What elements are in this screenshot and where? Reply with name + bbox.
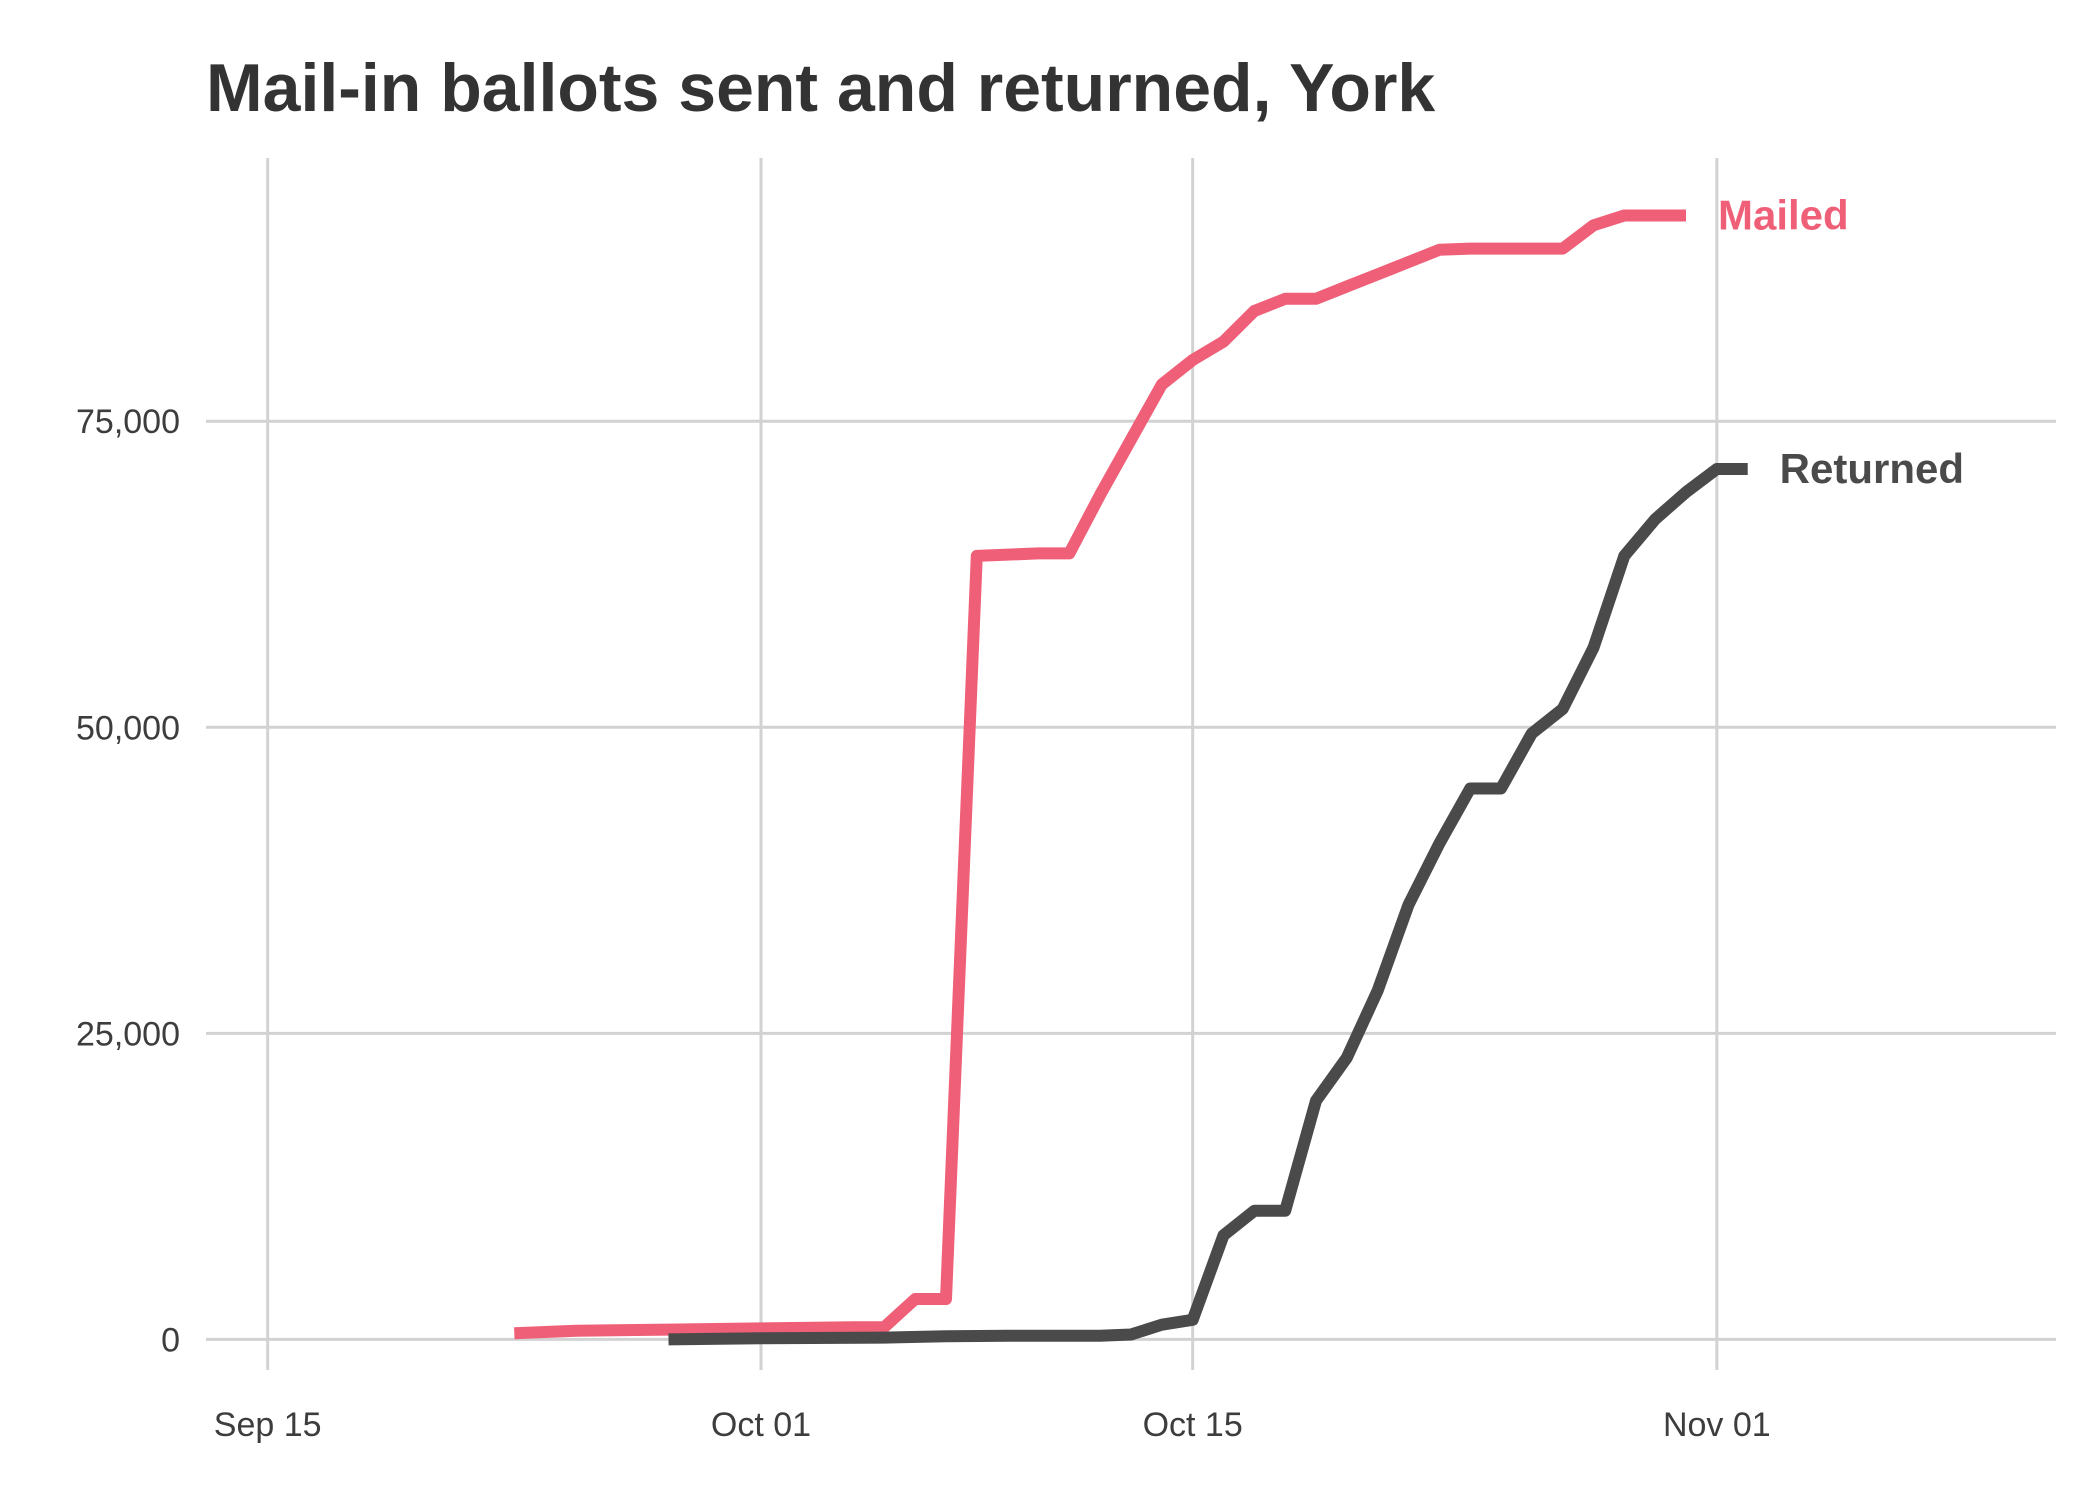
x-tick-label: Nov 01 <box>1663 1406 1771 1444</box>
series-label-mailed: Mailed <box>1718 192 1849 239</box>
series-line-mailed <box>514 209 1686 1340</box>
y-tick-label: 75,000 <box>76 403 180 441</box>
series-line-returned <box>668 463 1748 1346</box>
y-tick-label: 25,000 <box>76 1015 180 1053</box>
series-label-returned: Returned <box>1780 445 1964 492</box>
series-layer: Mailed Returned <box>514 192 1964 1346</box>
x-tick-label: Oct 15 <box>1143 1406 1243 1444</box>
x-tick-label: Oct 01 <box>711 1406 811 1444</box>
y-tick-label: 50,000 <box>76 709 180 747</box>
grid-layer <box>206 158 2056 1370</box>
x-tick-label: Sep 15 <box>214 1406 322 1444</box>
chart-title: Mail-in ballots sent and returned, York <box>206 50 1436 126</box>
axis-ticks: Sep 15 Oct 01 Oct 15 Nov 01 0 25,000 50,000 75,… <box>76 403 1771 1444</box>
y-tick-label: 0 <box>161 1321 180 1359</box>
